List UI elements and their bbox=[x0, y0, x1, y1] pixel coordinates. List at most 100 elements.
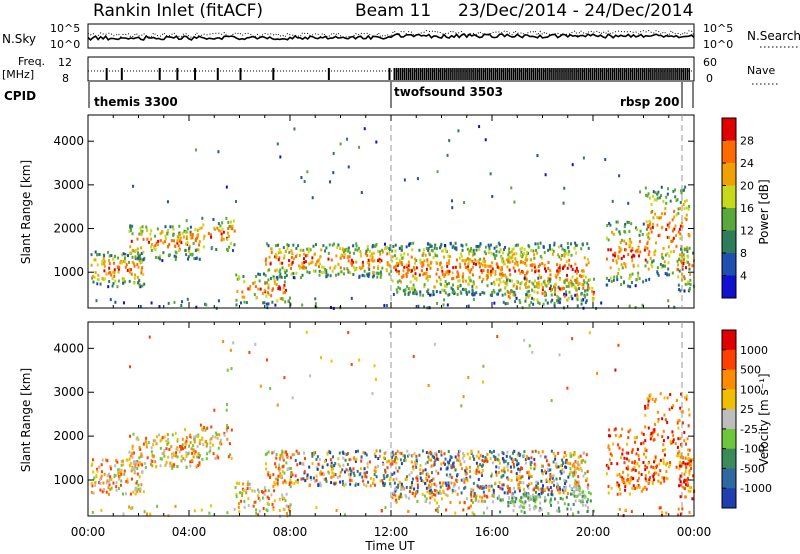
range-gate-cell bbox=[478, 275, 481, 279]
range-gate-cell bbox=[539, 454, 542, 458]
range-gate-cell bbox=[624, 482, 627, 486]
range-gate-cell bbox=[525, 296, 528, 300]
range-gate-cell bbox=[523, 247, 526, 251]
range-gate-cell bbox=[634, 249, 637, 253]
range-gate-cell bbox=[412, 288, 415, 292]
range-gate-cell bbox=[290, 255, 293, 259]
range-gate-cell bbox=[502, 262, 505, 266]
colorbar-frame bbox=[721, 329, 737, 509]
range-gate-cell bbox=[283, 256, 286, 260]
range-gate-cell bbox=[354, 481, 357, 485]
range-gate-cell bbox=[649, 433, 652, 437]
range-gate-cell bbox=[678, 477, 681, 481]
range-gate-cell bbox=[558, 278, 561, 282]
range-gate-cell bbox=[561, 458, 564, 462]
range-gate-cell bbox=[653, 466, 656, 470]
range-gate-cell bbox=[161, 436, 164, 440]
range-gate-cell bbox=[638, 464, 641, 468]
range-gate-cell bbox=[305, 266, 308, 270]
range-gate-cell bbox=[242, 275, 245, 279]
range-gate-cell bbox=[483, 250, 486, 254]
range-gate-cell bbox=[135, 437, 138, 441]
range-gate-cell bbox=[228, 224, 231, 228]
range-gate-cell bbox=[416, 490, 419, 494]
range-gate-cell bbox=[630, 477, 633, 481]
range-gate-cell bbox=[490, 243, 493, 247]
nave-bar bbox=[658, 68, 660, 80]
range-gate-cell bbox=[581, 503, 584, 507]
range-gate-cell bbox=[402, 269, 405, 273]
range-gate-cell bbox=[132, 460, 135, 464]
range-gate-cell bbox=[409, 280, 412, 284]
range-gate-cell bbox=[265, 302, 268, 306]
range-gate-cell bbox=[335, 509, 338, 513]
range-gate-cell bbox=[395, 498, 398, 502]
range-gate-cell bbox=[105, 490, 108, 494]
range-gate-cell bbox=[663, 396, 666, 400]
range-gate-cell bbox=[185, 451, 188, 455]
range-gate-cell bbox=[540, 487, 543, 491]
range-gate-cell bbox=[317, 258, 320, 262]
range-gate-cell bbox=[608, 447, 611, 451]
range-gate-cell bbox=[659, 458, 662, 462]
range-gate-cell bbox=[616, 220, 619, 224]
colorbar-swatch bbox=[722, 409, 736, 430]
range-gate-cell bbox=[635, 278, 638, 282]
range-gate-cell bbox=[449, 473, 452, 477]
range-gate-cell bbox=[411, 454, 414, 458]
range-gate-cell bbox=[531, 296, 534, 300]
colorbar-swatch bbox=[722, 389, 736, 410]
range-gate-cell bbox=[401, 256, 404, 260]
range-gate-cell bbox=[412, 467, 415, 471]
range-gate-cell bbox=[284, 249, 287, 253]
range-gate-cell bbox=[463, 454, 466, 458]
range-gate-cell bbox=[435, 290, 438, 294]
nave-bar bbox=[496, 68, 499, 80]
range-gate-cell bbox=[131, 249, 134, 253]
range-gate-cell bbox=[405, 265, 408, 269]
nave-bar bbox=[678, 68, 680, 80]
range-gate-cell bbox=[542, 280, 545, 284]
range-gate-cell bbox=[582, 286, 585, 290]
range-gate-cell bbox=[527, 485, 530, 489]
range-gate-cell bbox=[502, 483, 505, 487]
range-gate-cell bbox=[308, 484, 311, 488]
range-gate-cell bbox=[237, 505, 240, 509]
range-gate-cell bbox=[536, 486, 539, 490]
range-gate-cell bbox=[301, 266, 304, 270]
range-gate-cell bbox=[482, 380, 485, 384]
range-gate-cell bbox=[181, 444, 184, 448]
range-gate-cell bbox=[536, 251, 539, 255]
range-gate-cell bbox=[529, 263, 532, 267]
nave-bar bbox=[520, 68, 523, 80]
range-gate-cell bbox=[528, 482, 531, 486]
range-gate-cell bbox=[573, 452, 576, 456]
range-gate-cell bbox=[285, 492, 288, 496]
range-gate-cell bbox=[283, 479, 286, 483]
range-gate-cell bbox=[416, 499, 419, 503]
range-gate-cell bbox=[659, 262, 662, 266]
range-gate-cell bbox=[453, 292, 456, 296]
range-gate-cell bbox=[141, 470, 144, 474]
range-gate-cell bbox=[629, 285, 632, 289]
range-gate-cell bbox=[456, 492, 459, 496]
range-gate-cell bbox=[642, 222, 645, 226]
range-gate-cell bbox=[364, 471, 367, 475]
range-gate-cell bbox=[607, 248, 610, 252]
range-gate-cell bbox=[225, 402, 228, 406]
range-gate-cell bbox=[441, 249, 444, 253]
range-gate-cell bbox=[562, 265, 565, 269]
range-gate-cell bbox=[406, 252, 409, 256]
range-gate-cell bbox=[115, 488, 118, 492]
range-gate-cell bbox=[439, 263, 442, 267]
range-gate-cell bbox=[101, 260, 104, 264]
range-gate-cell bbox=[682, 202, 685, 206]
range-gate-cell bbox=[406, 454, 409, 458]
range-gate-cell bbox=[159, 239, 162, 243]
range-gate-cell bbox=[684, 442, 687, 446]
range-gate-cell bbox=[152, 245, 155, 249]
range-gate-cell bbox=[374, 244, 377, 248]
range-gate-cell bbox=[615, 261, 618, 265]
range-gate-cell bbox=[370, 258, 373, 262]
range-gate-cell bbox=[633, 460, 636, 464]
